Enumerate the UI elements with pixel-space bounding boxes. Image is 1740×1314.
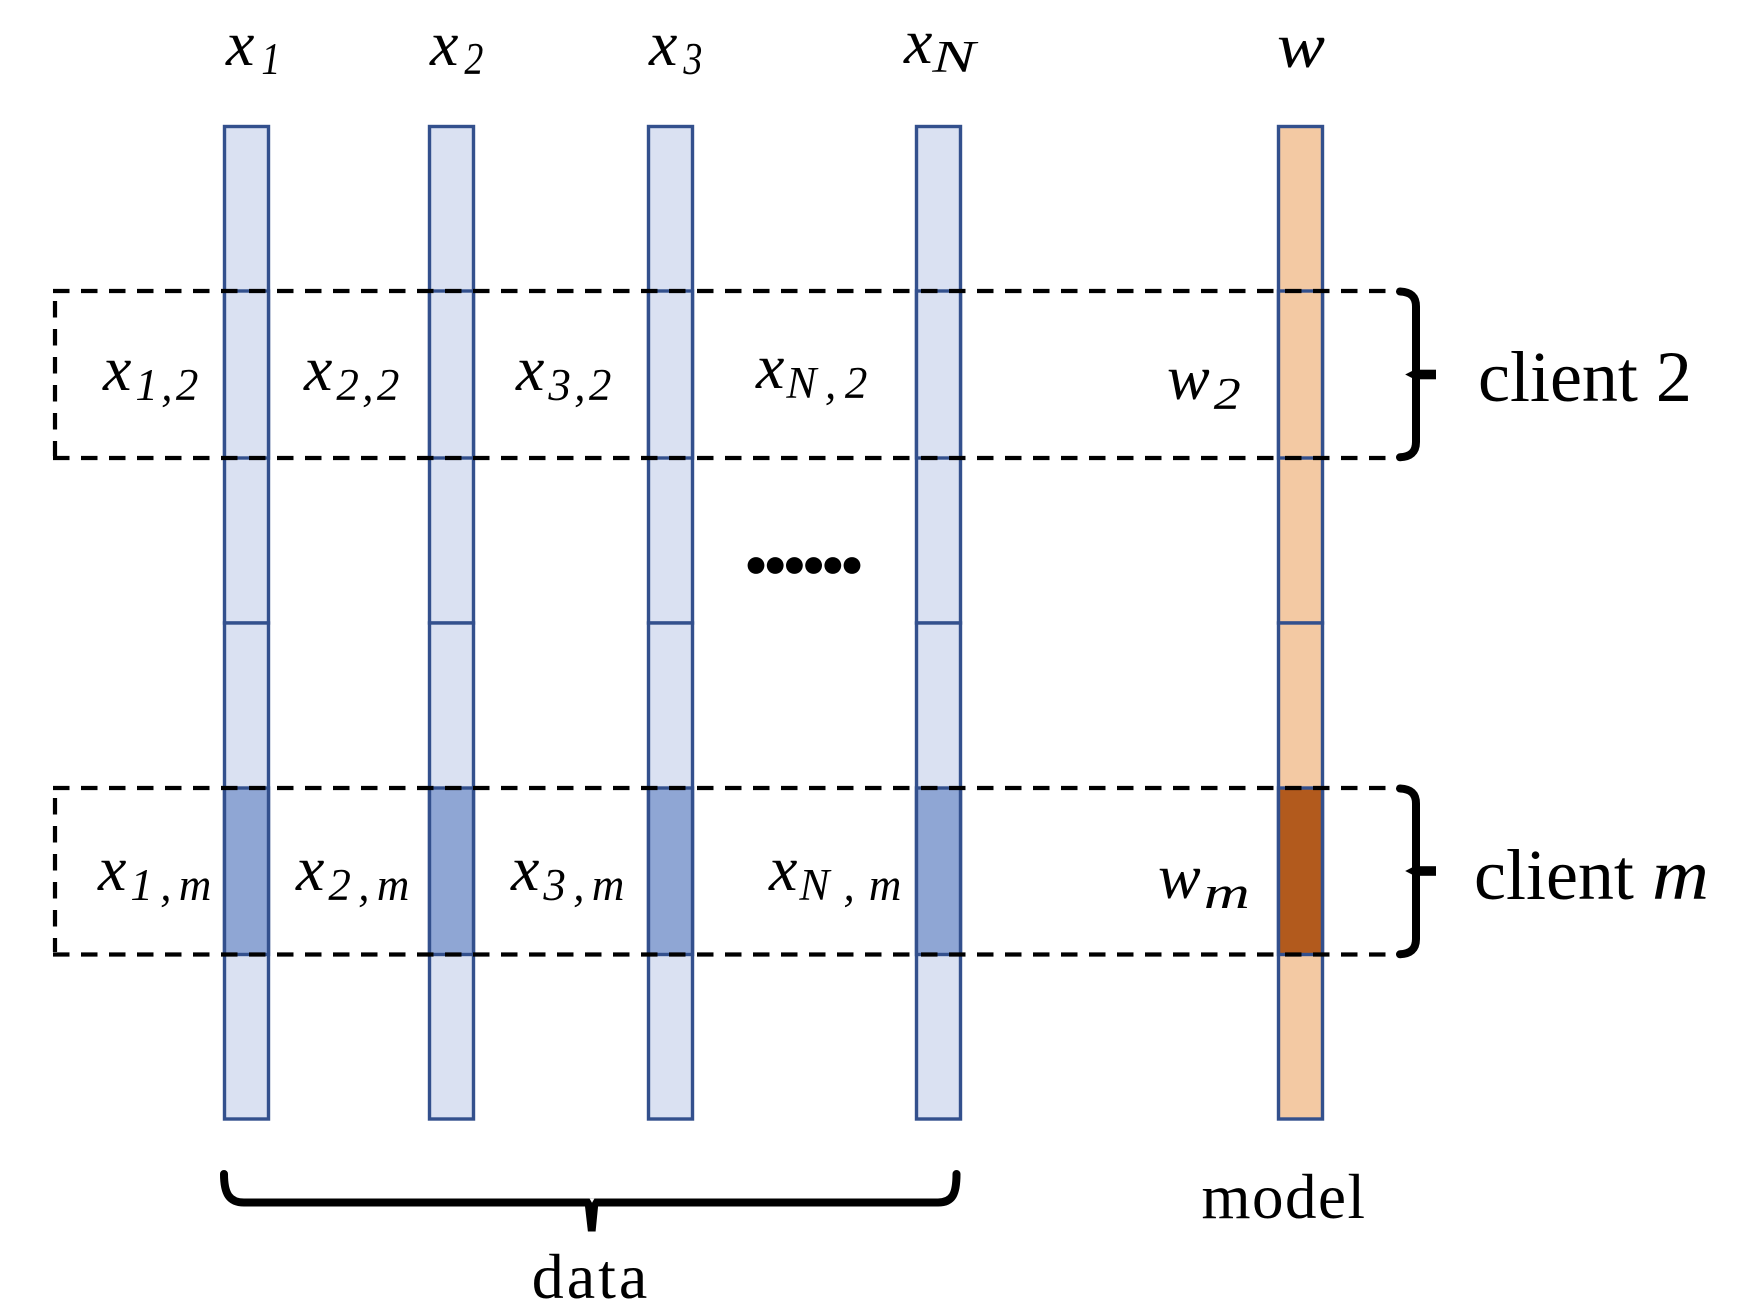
- svg-text:w: w: [1277, 10, 1325, 81]
- svg-text:x3: x3: [648, 8, 702, 84]
- svg-text:x1: x1: [225, 8, 280, 84]
- svg-text:x2,m: x2,m: [295, 833, 409, 910]
- svg-text:wm: wm: [1158, 841, 1250, 918]
- svg-text:x1,2: x1,2: [102, 333, 198, 410]
- svg-text:w2: w2: [1167, 342, 1241, 419]
- svg-text:client m: client m: [1474, 835, 1709, 915]
- svg-text:x3,m: x3,m: [510, 833, 624, 910]
- svg-text:xN: xN: [903, 6, 980, 82]
- svg-text:xN,2: xN,2: [755, 331, 867, 408]
- svg-text:x3,2: x3,2: [515, 333, 611, 410]
- svg-text:model: model: [1202, 1162, 1367, 1232]
- svg-text:x2,2: x2,2: [303, 333, 399, 410]
- svg-text:data: data: [532, 1241, 651, 1312]
- svg-text:client 2: client 2: [1478, 337, 1692, 417]
- svg-text:x1,m: x1,m: [97, 833, 211, 910]
- svg-text:x2: x2: [429, 8, 483, 84]
- svg-text:xN,m: xN,m: [768, 833, 901, 910]
